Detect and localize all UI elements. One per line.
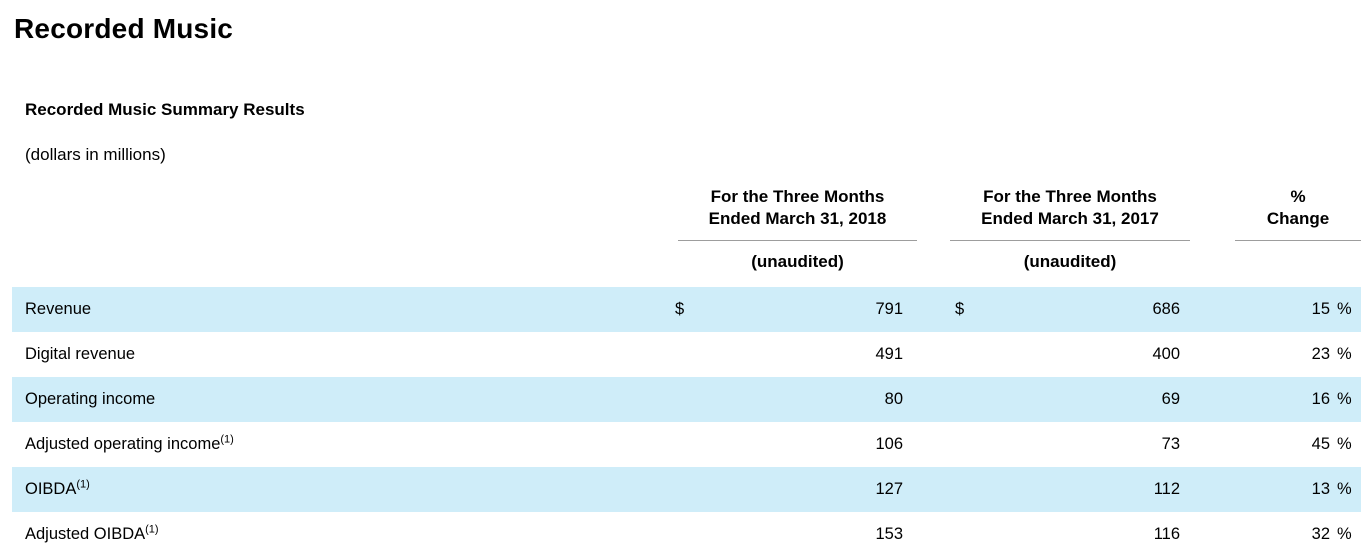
table-row-digital-revenue: Digital revenue 491 400 23 % [12, 332, 1361, 377]
column-header-2017: For the Three Months Ended March 31, 201… [950, 183, 1190, 273]
column-subheader-2017: (unaudited) [1023, 252, 1117, 271]
column-header-pct-change: % Change [1235, 183, 1361, 251]
section-heading: Recorded Music Summary Results [25, 100, 305, 119]
table-row-operating-income: Operating income 80 69 16 % [12, 377, 1361, 422]
pct-change-value: 45 [1311, 435, 1330, 453]
value-2017: 112 [1153, 480, 1180, 498]
value-2017: 400 [1152, 345, 1180, 363]
column-header-pct-change-line1: % [1290, 187, 1306, 206]
row-label-cell: Adjusted OIBDA(1) [12, 523, 675, 544]
column-header-2017-title: For the Three Months Ended March 31, 201… [950, 183, 1190, 241]
column-header-2017-line2: Ended March 31, 2017 [981, 209, 1159, 228]
column-header-2018-title: For the Three Months Ended March 31, 201… [678, 183, 917, 241]
table-body: Revenue $ 791 $ 686 15 % Digital revenue… [0, 287, 1372, 554]
row-label-cell: Digital revenue [12, 345, 675, 364]
footnote-ref: (1) [76, 478, 90, 491]
value-2017: 686 [1152, 300, 1180, 318]
percent-sign: % [1337, 435, 1352, 453]
row-label: Revenue [25, 300, 92, 318]
currency-symbol-2017: $ [955, 300, 965, 318]
percent-sign: % [1337, 480, 1352, 498]
column-header-2018: For the Three Months Ended March 31, 201… [678, 183, 917, 273]
currency-symbol-2018: $ [675, 300, 685, 318]
footnote-ref: (1) [220, 433, 234, 446]
page-title: Recorded Music [14, 13, 234, 44]
footnote-ref: (1) [145, 523, 159, 536]
value-2018: 106 [875, 435, 903, 453]
percent-sign: % [1337, 390, 1352, 408]
value-2018: 153 [875, 525, 903, 543]
units-note: (dollars in millions) [25, 145, 166, 164]
pct-change-value: 32 [1311, 525, 1330, 543]
table-header: For the Three Months Ended March 31, 201… [0, 183, 1372, 287]
row-label: Adjusted operating income [25, 435, 221, 453]
row-label-cell: Revenue [12, 300, 675, 319]
pct-change-value: 16 [1311, 390, 1330, 408]
row-label: Operating income [25, 390, 156, 408]
value-2017: 73 [1161, 435, 1180, 453]
percent-sign: % [1337, 300, 1352, 318]
table-row-adjusted-oibda: Adjusted OIBDA(1) 153 116 32 % [12, 512, 1361, 554]
row-label-cell: OIBDA(1) [12, 478, 675, 499]
column-header-pct-change-line2: Change [1266, 209, 1330, 228]
table-row-revenue: Revenue $ 791 $ 686 15 % [12, 287, 1361, 332]
pct-change-value: 13 [1311, 480, 1330, 498]
value-2018: 127 [875, 480, 903, 498]
column-header-2018-line1: For the Three Months [710, 187, 885, 206]
column-header-pct-change-title: % Change [1235, 183, 1361, 241]
row-label: Digital revenue [25, 345, 136, 363]
value-2017: 116 [1153, 525, 1180, 543]
table-row-oibda: OIBDA(1) 127 112 13 % [12, 467, 1361, 512]
column-header-2018-line2: Ended March 31, 2018 [708, 209, 887, 228]
value-2018: 791 [875, 300, 903, 318]
column-subheader-2018: (unaudited) [751, 252, 844, 271]
value-2017: 69 [1161, 390, 1180, 408]
row-label: Adjusted OIBDA [25, 525, 146, 543]
row-label-cell: Operating income [12, 390, 675, 409]
percent-sign: % [1337, 525, 1352, 543]
row-label: OIBDA [25, 480, 77, 498]
pct-change-value: 15 [1311, 300, 1330, 318]
value-2018: 491 [875, 345, 903, 363]
column-header-2017-line1: For the Three Months [983, 187, 1157, 206]
value-2018: 80 [884, 390, 903, 408]
pct-change-value: 23 [1311, 345, 1330, 363]
percent-sign: % [1337, 345, 1352, 363]
table-row-adjusted-operating-income: Adjusted operating income(1) 106 73 45 % [12, 422, 1361, 467]
row-label-cell: Adjusted operating income(1) [12, 433, 675, 454]
